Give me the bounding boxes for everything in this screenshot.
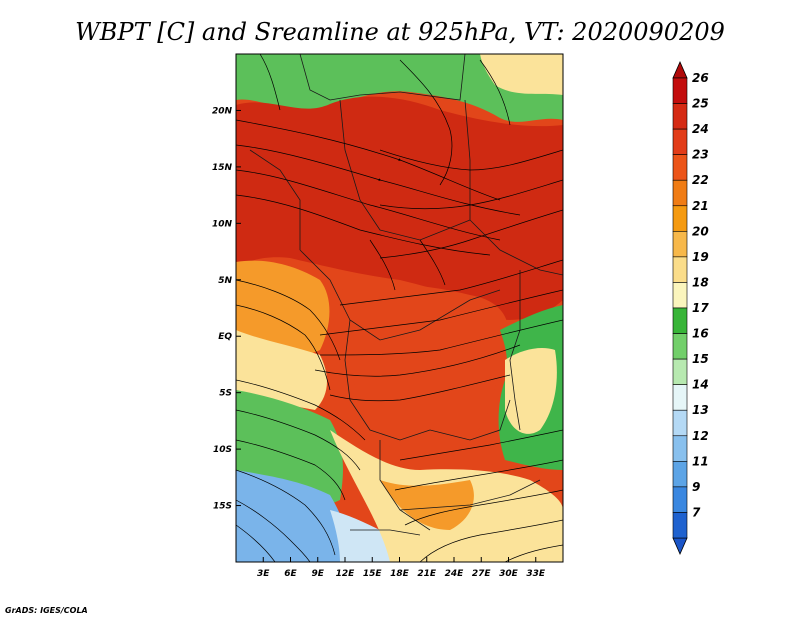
region-central-red <box>340 284 509 460</box>
x-tick-label: 27E <box>472 569 492 579</box>
colorbar-label: 23 <box>692 148 709 162</box>
colorbar-label: 14 <box>692 378 709 392</box>
x-tick-label: 15E <box>363 569 383 579</box>
y-tick-label: 15S <box>213 502 232 512</box>
x-tick-label: 30E <box>499 569 519 579</box>
colorbar-swatch <box>672 282 688 309</box>
region-west-orange <box>236 260 330 355</box>
colorbar-swatch <box>672 512 688 539</box>
x-tick-label: 3E <box>257 569 270 579</box>
latitude-axis: 20N 15N 10N 5N EQ 5S 10S 15S <box>212 106 241 512</box>
colorbar-swatch <box>672 307 688 334</box>
x-tick-label: 21E <box>417 569 437 579</box>
grads-credit: GrADS: IGES/COLA <box>5 606 88 615</box>
region-north-red <box>236 96 563 320</box>
x-tick-label: 6E <box>284 569 297 579</box>
colorbar-label: 21 <box>692 199 709 213</box>
colorbar-label: 7 <box>692 505 701 519</box>
colorbar-swatch <box>672 333 688 360</box>
y-tick-label: 10S <box>213 445 232 455</box>
region-northeast-yellow <box>480 54 563 95</box>
colorbar-label: 9 <box>692 480 700 494</box>
colorbar-swatch <box>672 435 688 462</box>
colorbar-label: 19 <box>692 250 709 264</box>
colorbar-swatch <box>672 231 688 258</box>
x-tick-label: 18E <box>390 569 410 579</box>
colorbar-label: 26 <box>692 71 709 85</box>
streamlines <box>236 54 563 562</box>
colorbar-label: 25 <box>692 97 709 111</box>
colorbar-label: 24 <box>692 122 709 136</box>
colorbar-swatch <box>672 179 688 207</box>
colorbar-swatch <box>672 205 688 232</box>
colorbar-label: 12 <box>692 429 709 443</box>
colorbar-label: 18 <box>692 275 709 289</box>
wbpt-field-map <box>236 54 563 562</box>
y-tick-label: EQ <box>218 332 232 342</box>
region-southeast-orange <box>380 480 474 530</box>
region-east-yellow <box>505 348 557 434</box>
colorbar: 26 25 24 23 22 21 20 19 18 17 16 15 14 13 12 11 9 7 <box>672 61 709 555</box>
colorbar-swatch <box>672 461 688 488</box>
y-tick-label: 15N <box>212 163 233 173</box>
colorbar-swatch <box>672 358 688 385</box>
y-tick-label: 10N <box>212 219 233 229</box>
colorbar-swatch <box>672 486 688 513</box>
longitude-axis: 3E 6E 9E 12E 15E 18E 21E 24E 27E 30E 33E <box>257 557 546 579</box>
region-north-green <box>236 54 563 122</box>
region-southwest-blue <box>236 470 350 562</box>
y-tick-label: 20N <box>212 106 233 116</box>
colorbar-bottom-triangle <box>672 537 688 555</box>
region-south-lightblue <box>330 510 393 562</box>
figure-title: WBPT [C] and Sreamline at 925hPa, VT: 20… <box>75 18 725 46</box>
region-west-yellow <box>236 330 327 410</box>
colorbar-label: 15 <box>692 352 709 366</box>
colorbar-top-triangle <box>672 61 688 79</box>
y-tick-label: 5S <box>219 389 232 399</box>
colorbar-swatch <box>672 77 688 104</box>
x-tick-label: 12E <box>336 569 356 579</box>
x-tick-label: 24E <box>445 569 465 579</box>
colorbar-swatch <box>672 409 688 437</box>
colorbar-label: 11 <box>692 454 709 468</box>
colorbar-label: 22 <box>692 173 709 187</box>
colorbar-label: 20 <box>692 224 709 238</box>
colorbar-swatch <box>672 384 688 411</box>
x-tick-label: 9E <box>312 569 325 579</box>
x-tick-label: 33E <box>526 569 546 579</box>
colorbar-swatch <box>672 256 688 283</box>
colorbar-swatch <box>672 128 688 155</box>
colorbar-swatch <box>672 103 688 130</box>
y-tick-label: 5N <box>218 276 232 286</box>
colorbar-swatch <box>672 154 688 181</box>
colorbar-label: 16 <box>692 327 709 341</box>
colorbar-label: 17 <box>692 301 709 315</box>
colorbar-label: 13 <box>692 403 709 417</box>
